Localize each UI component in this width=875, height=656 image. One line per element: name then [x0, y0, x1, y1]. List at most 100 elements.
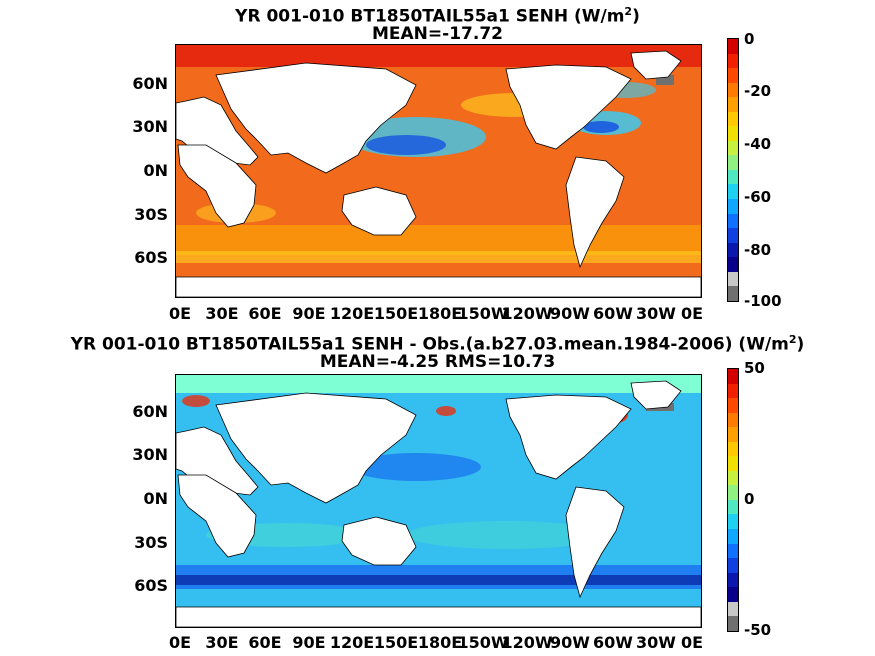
- barents-positive: [182, 395, 210, 407]
- lon-label: 150W: [457, 633, 509, 652]
- colorbar-segment: [728, 169, 738, 185]
- colorbar-segment: [728, 529, 738, 544]
- asia-land: [215, 62, 417, 174]
- colorbar-segment: [728, 369, 738, 384]
- lon-label: 0E: [168, 633, 192, 652]
- africa-land: [177, 474, 257, 558]
- lon-label: 0E: [680, 304, 704, 323]
- colorbar-segment: [728, 470, 738, 486]
- colorbar-segment: [728, 140, 738, 156]
- lat-label: 0N: [143, 489, 168, 508]
- ocean-field-2: [176, 375, 701, 627]
- lon-label: 30W: [636, 304, 676, 323]
- colorbar-tick: -80: [744, 241, 772, 259]
- colorbar-segment: [728, 286, 738, 301]
- colorbar-gradient: [728, 39, 738, 301]
- colorbar-tick: -60: [744, 188, 772, 206]
- colorbar-segment: [728, 383, 738, 399]
- lon-label: 30E: [205, 304, 239, 323]
- antarctica-land: [176, 276, 701, 297]
- lat-label: 30S: [134, 533, 168, 552]
- colorbar-segment: [728, 257, 738, 272]
- lon-label: 0E: [168, 304, 192, 323]
- lat-label: 30S: [134, 205, 168, 224]
- colorbar-segment: [728, 587, 738, 602]
- lat-label: 30N: [132, 117, 168, 136]
- colorbar-segment: [728, 271, 738, 287]
- colorbar-segment: [728, 499, 738, 515]
- colorbar-segment: [728, 39, 738, 54]
- title-superscript: 2: [624, 5, 633, 18]
- title-superscript: 2: [788, 333, 797, 346]
- colorbar-segment: [728, 82, 738, 98]
- lon-label: 90E: [292, 633, 326, 652]
- north-america-land: [505, 64, 632, 150]
- lon-label: 150E: [373, 633, 419, 652]
- colorbar-segment: [728, 456, 738, 471]
- kamchatka-positive: [436, 406, 456, 416]
- greenland-land: [630, 380, 682, 410]
- greenland-land: [630, 50, 682, 80]
- lon-label: 150W: [457, 304, 509, 323]
- colorbar-tick: 50: [744, 359, 765, 377]
- map-title-2: YR 001-010 BT1850TAIL55a1 SENH - Obs.(a.…: [0, 330, 875, 355]
- map-subtitle-2: MEAN=-4.25 RMS=10.73: [319, 352, 556, 372]
- colorbar-tick: -100: [744, 292, 782, 310]
- colorbar-segment: [728, 213, 738, 229]
- colorbar-segment: [728, 68, 738, 83]
- colorbar-segment: [728, 111, 738, 127]
- lat-label: 60S: [134, 576, 168, 595]
- map-panel-1: [175, 44, 702, 298]
- australia-land: [341, 516, 417, 566]
- colorbar-segment: [728, 412, 738, 428]
- colorbar-tick: -50: [744, 621, 772, 639]
- australia-land: [341, 186, 417, 236]
- lon-label: 150E: [373, 304, 419, 323]
- title-text: YR 001-010 BT1850TAIL55a1 SENH - Obs.(a.…: [70, 334, 789, 355]
- land-mask: [176, 50, 701, 297]
- colorbar-segment: [728, 427, 738, 442]
- colorbar-segment: [728, 572, 738, 588]
- colorbar-segment: [728, 155, 738, 170]
- colorbar-segment: [728, 398, 738, 413]
- colorbar-tick: 0: [744, 30, 755, 48]
- colorbar-segment: [728, 441, 738, 457]
- lon-label: 90W: [550, 304, 590, 323]
- lat-label: 60N: [132, 74, 168, 93]
- antarctica-land: [176, 606, 701, 627]
- kuroshio-core: [366, 135, 446, 155]
- colorbar-segment: [728, 228, 738, 243]
- title-close: ): [632, 6, 640, 27]
- map-subtitle-1: MEAN=-17.72: [372, 24, 503, 44]
- lon-label: 30E: [205, 633, 239, 652]
- lat-label: 60S: [134, 248, 168, 267]
- south-america-land: [565, 156, 625, 269]
- lon-label: 60W: [593, 633, 633, 652]
- title-text: YR 001-010 BT1850TAIL55a1 SENH (W/m: [235, 6, 625, 27]
- lon-label: 120W: [501, 633, 553, 652]
- lat-label: 30N: [132, 445, 168, 464]
- colorbar-segment: [728, 514, 738, 530]
- colorbar-segment: [728, 126, 738, 141]
- ocean-field-1: [176, 45, 701, 297]
- colorbar-segment: [728, 53, 738, 69]
- lon-label: 180E: [417, 633, 463, 652]
- colorbar-segment: [728, 242, 738, 258]
- southern-band-2: [176, 251, 701, 263]
- colorbar-segment: [728, 199, 738, 214]
- lon-label: 180E: [417, 304, 463, 323]
- gulf-stream-core: [583, 121, 619, 133]
- southern-core: [176, 575, 701, 585]
- colorbar-segment: [728, 616, 738, 631]
- lon-label: 60W: [593, 304, 633, 323]
- kuroshio-region: [351, 453, 481, 481]
- lon-label: 120E: [329, 304, 375, 323]
- lat-label: 60N: [132, 402, 168, 421]
- colorbar-1: [727, 38, 739, 302]
- arctic-band: [176, 45, 701, 67]
- colorbar-tick: -20: [744, 82, 772, 100]
- lon-label: 120W: [501, 304, 553, 323]
- colorbar-segment: [728, 558, 738, 573]
- arctic-band: [176, 375, 701, 393]
- south-america-land: [565, 486, 625, 599]
